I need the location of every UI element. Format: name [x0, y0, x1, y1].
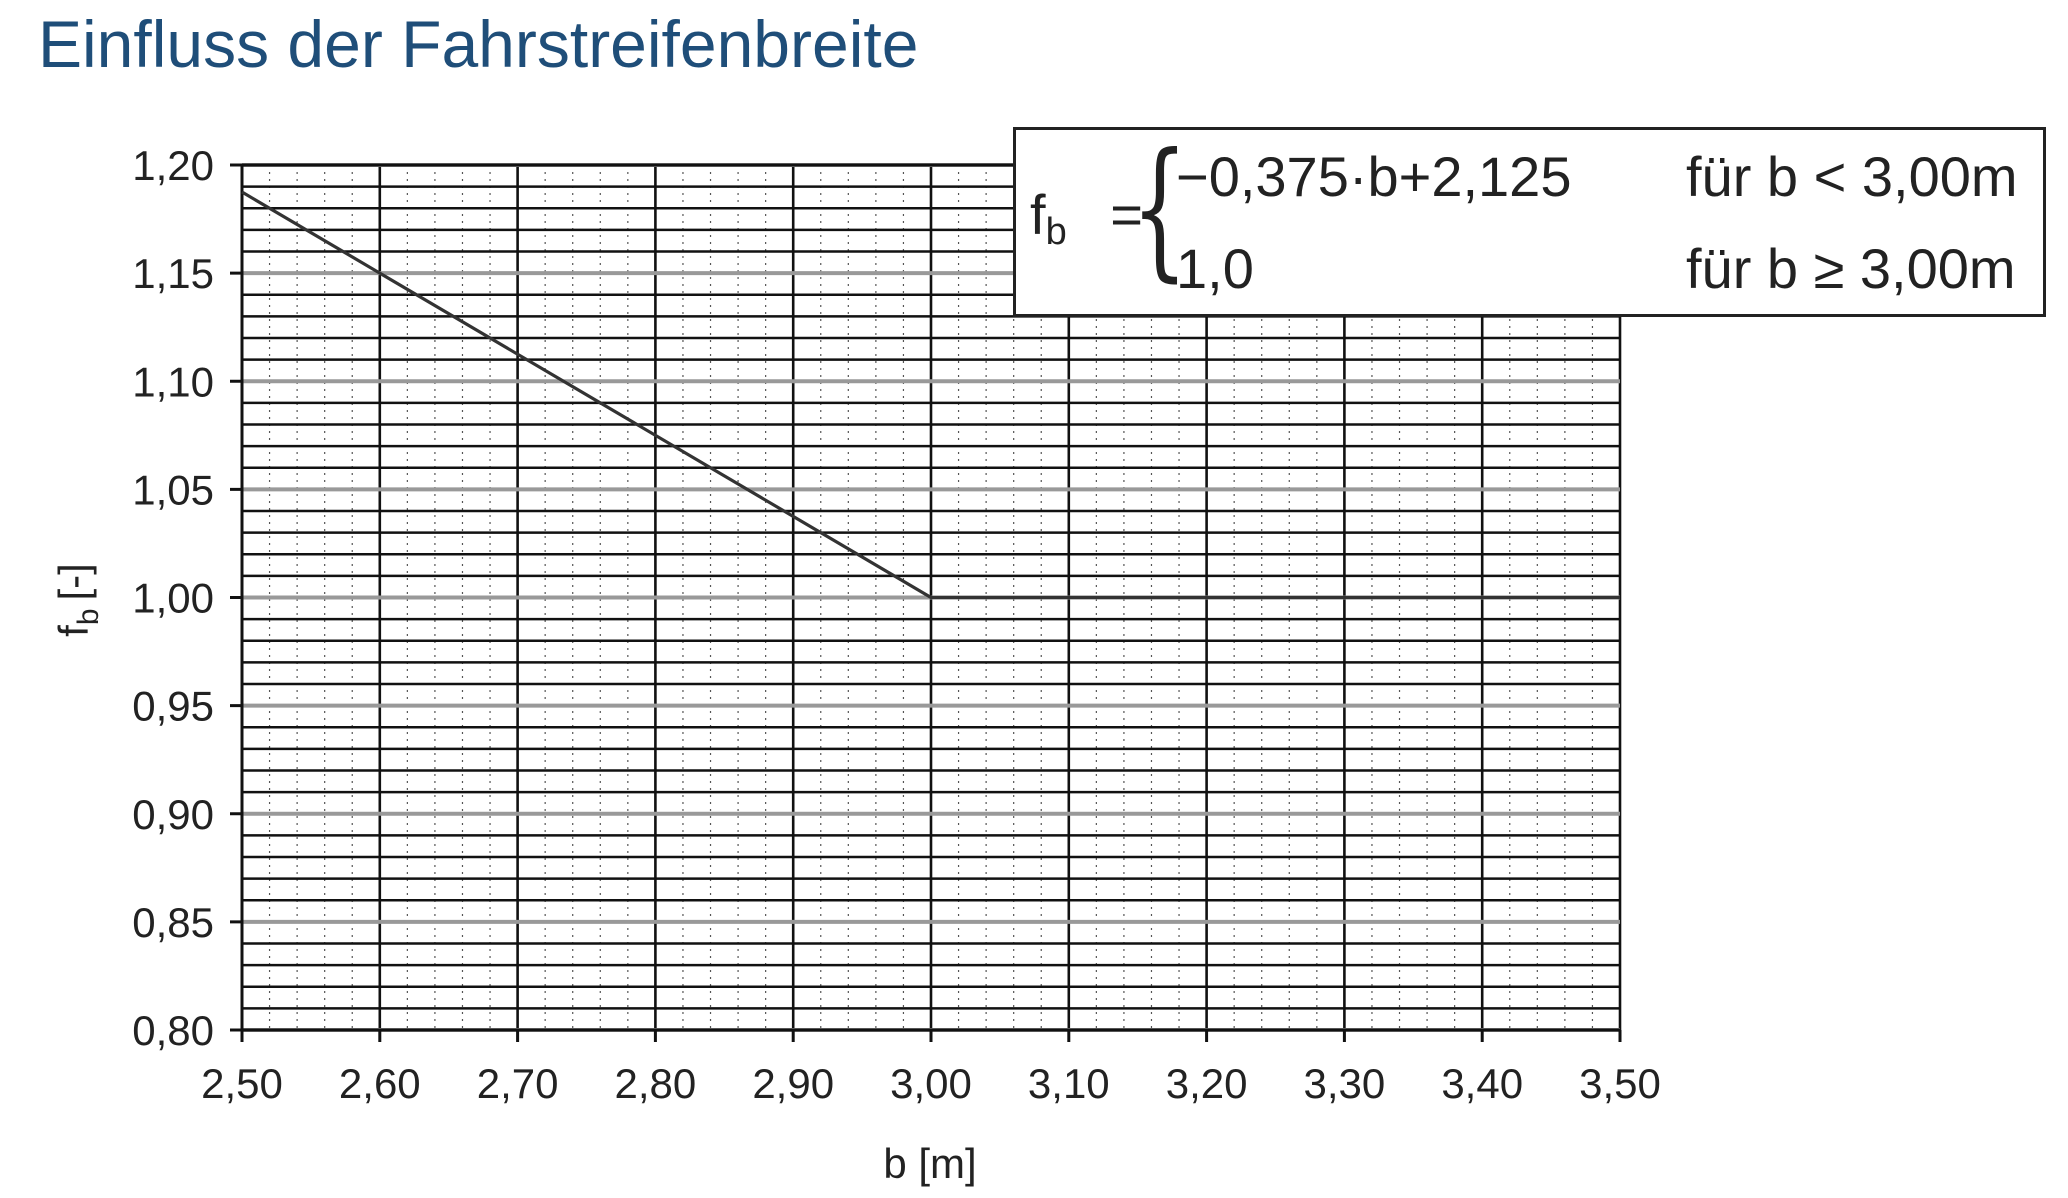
y-tick-label: 0,95 [132, 683, 214, 730]
x-tick-labels: 2,50 2,60 2,70 2,80 2,90 3,00 3,10 3,20 3,30 3,40… [201, 1060, 1661, 1107]
formula-brace: { [1131, 122, 1189, 296]
formula-case2-expr: 1,0 [1176, 237, 1254, 300]
x-tick-label: 2,80 [615, 1060, 697, 1107]
x-tick-label: 3,30 [1304, 1060, 1386, 1107]
y-tick-label: 0,80 [132, 1007, 214, 1054]
formula-lhs: fb = [1030, 183, 1143, 253]
x-axis-label: b [m] [883, 1140, 976, 1187]
y-tick-label: 1,10 [132, 358, 214, 405]
y-axis-label-symbol: f [50, 625, 97, 637]
x-tick-label: 2,70 [477, 1060, 559, 1107]
x-tick-label: 2,60 [339, 1060, 421, 1107]
y-axis-label-unit: [-] [50, 563, 97, 600]
series-line [241, 190, 1620, 600]
chart-series [241, 190, 1620, 600]
formula-box: fb = { −0,375·b+2,125 für b < 3,00m 1,0 … [1013, 127, 2046, 317]
formula-equals: = [1110, 183, 1143, 246]
formula-case1-cond: für b < 3,00m [1686, 145, 2018, 208]
y-axis-label-subscript: b [72, 608, 105, 625]
formula-case2-cond: für b ≥ 3,00m [1686, 237, 2016, 300]
x-tick-label: 2,90 [752, 1060, 834, 1107]
x-tick-label: 3,20 [1166, 1060, 1248, 1107]
x-tick-label: 3,00 [890, 1060, 972, 1107]
y-tick-label: 0,85 [132, 899, 214, 946]
y-tick-label: 0,90 [132, 791, 214, 838]
y-axis-label: fb [-] [50, 563, 105, 637]
formula-lhs-subscript: b [1045, 211, 1067, 253]
x-tick-label: 3,50 [1579, 1060, 1661, 1107]
page-title: Einfluss der Fahrstreifenbreite [38, 7, 919, 81]
y-tick-label: 1,00 [132, 575, 214, 622]
x-tick-label: 3,10 [1028, 1060, 1110, 1107]
svg-text:fb[-]: fb [-] [50, 563, 105, 637]
formula-case1-expr: −0,375·b+2,125 [1176, 145, 1572, 208]
y-tick-label: 1,05 [132, 466, 214, 513]
y-tick-label: 1,15 [132, 250, 214, 297]
y-tick-labels: 1,20 1,15 1,10 1,05 1,00 0,95 0,90 0,85 0,80 [132, 142, 214, 1054]
x-tick-label: 2,50 [201, 1060, 283, 1107]
x-tick-label: 3,40 [1441, 1060, 1523, 1107]
y-tick-label: 1,20 [132, 142, 214, 189]
